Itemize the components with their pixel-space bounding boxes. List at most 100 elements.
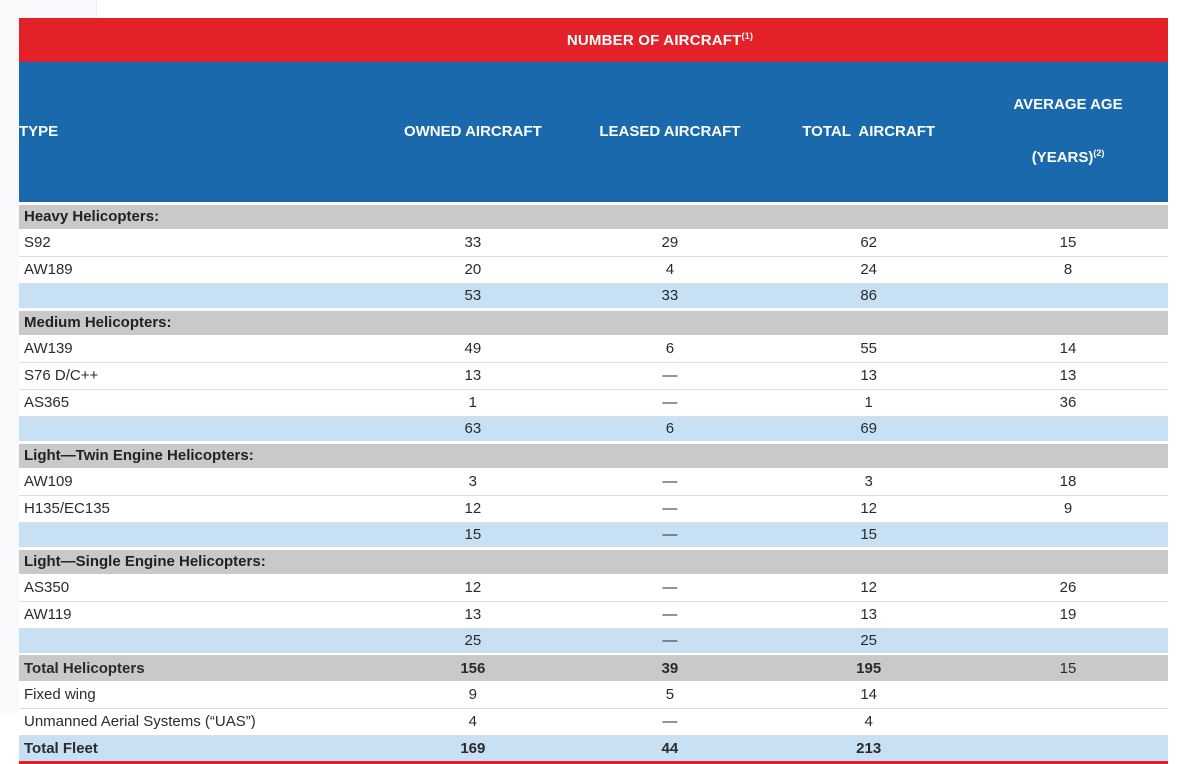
column-header-leased: LEASED AIRCRAFT [570,62,770,203]
column-header-total: TOTAL AIRCRAFT [769,62,969,203]
average-age-cell: 13 [968,362,1168,390]
table-row: Total Fleet 169 44 213 [19,735,1168,764]
owned-aircraft-cell: 4 [375,708,571,736]
leased-aircraft-cell: — [570,362,770,390]
average-age-cell [968,735,1168,764]
owned-aircraft-cell: 9 [375,681,571,709]
average-age-cell: 15 [968,653,1168,681]
average-age-cell: 26 [968,574,1168,602]
table-row: S92 33 29 62 15 [19,229,1168,257]
leased-aircraft-cell: 6 [570,335,770,363]
average-age-cell [968,628,1168,654]
leased-aircraft-cell: — [570,601,770,629]
leased-aircraft-cell: — [570,574,770,602]
average-age-cell [968,681,1168,709]
leased-aircraft-cell: — [570,389,770,417]
leased-aircraft-cell: — [570,628,770,654]
average-age-cell [968,708,1168,736]
table-row: 53 33 86 [19,283,1168,309]
total-aircraft-cell: 15 [769,522,969,548]
leased-aircraft-cell: 4 [570,256,770,284]
average-age-cell: 18 [968,468,1168,496]
owned-aircraft-cell: 12 [375,495,571,523]
owned-aircraft-cell: 13 [375,601,571,629]
total-aircraft-cell: 86 [769,283,969,309]
table-row: 63 6 69 [19,416,1168,442]
total-aircraft-cell: 24 [769,256,969,284]
type-cell: Unmanned Aerial Systems (“UAS”) [19,708,376,736]
owned-aircraft-cell: 1 [375,389,571,417]
type-cell: AW119 [19,601,376,629]
average-age-line1: AVERAGE AGE [1013,96,1123,113]
column-header-type: TYPE [19,62,376,203]
column-header-average-age: AVERAGE AGE (YEARS)(2) [968,62,1168,203]
title-footnote-marker: (1) [741,30,754,41]
leased-aircraft-cell: 29 [570,229,770,257]
table-row: H135/EC135 12—12 9 [19,495,1168,523]
total-aircraft-cell: 213 [769,735,969,764]
aircraft-fleet-table: NUMBER OF AIRCRAFT(1) TYPE OWNED AIRCRAF… [19,18,1168,764]
column-header-owned: OWNED AIRCRAFT [375,62,571,203]
total-aircraft-cell: 3 [769,468,969,496]
total-aircraft-cell: 14 [769,681,969,709]
type-cell [19,628,376,654]
leased-aircraft-cell: 44 [570,735,770,764]
total-aircraft-cell: 69 [769,416,969,442]
leased-aircraft-cell: 6 [570,416,770,442]
table-row: 25—25 [19,628,1168,654]
owned-aircraft-cell: 49 [375,335,571,363]
leased-aircraft-cell: 39 [570,653,770,681]
table-row: AW139 49 6 55 14 [19,335,1168,363]
total-aircraft-cell: 55 [769,335,969,363]
type-cell: H135/EC135 [19,495,376,523]
table-row: AW109 3—3 18 [19,468,1168,496]
table-row: 15—15 [19,522,1168,548]
total-aircraft-cell: 62 [769,229,969,257]
table-row: AS350 12—12 26 [19,574,1168,602]
type-cell: S92 [19,229,376,257]
average-age-cell: 36 [968,389,1168,417]
type-cell: AS350 [19,574,376,602]
owned-aircraft-cell: 15 [375,522,571,548]
average-age-cell: 8 [968,256,1168,284]
owned-aircraft-cell: 156 [375,653,571,681]
total-aircraft-cell: 4 [769,708,969,736]
table-row: S76 D/C++ 13—13 13 [19,362,1168,390]
average-age-cell: 9 [968,495,1168,523]
leased-aircraft-cell: — [570,495,770,523]
section-label: Light—Twin Engine Helicopters: [19,440,1168,468]
type-cell [19,283,376,309]
average-age-cell [968,522,1168,548]
section-label: Heavy Helicopters: [19,201,1168,229]
type-cell [19,522,376,548]
section-header-row: Heavy Helicopters: [19,201,1168,229]
table-row: AW119 13—13 19 [19,601,1168,629]
total-aircraft-cell: 1 [769,389,969,417]
type-cell: Fixed wing [19,681,376,709]
type-cell [19,416,376,442]
total-aircraft-cell: 25 [769,628,969,654]
total-aircraft-cell: 195 [769,653,969,681]
total-aircraft-cell: 13 [769,601,969,629]
leased-aircraft-cell: — [570,522,770,548]
title-row: NUMBER OF AIRCRAFT(1) [19,18,1168,62]
type-cell: AW189 [19,256,376,284]
leased-aircraft-cell: 33 [570,283,770,309]
leased-aircraft-cell: — [570,468,770,496]
section-header-row: Light—Single Engine Helicopters: [19,546,1168,574]
average-age-cell [968,283,1168,309]
table-row: Total Helicopters 156 39 195 15 [19,653,1168,681]
average-age-footnote-marker: (2) [1093,147,1105,158]
table-row: Fixed wing 9 5 14 [19,681,1168,709]
owned-aircraft-cell: 25 [375,628,571,654]
leased-aircraft-cell: — [570,708,770,736]
type-cell: AW139 [19,335,376,363]
total-aircraft-cell: 12 [769,574,969,602]
section-header-row: Medium Helicopters: [19,307,1168,335]
type-cell: Total Helicopters [19,653,376,681]
average-age-line2: (YEARS) [1031,148,1094,166]
table-body: Heavy Helicopters: S92 33 29 62 15 AW189 20 4 24 8… [19,201,1168,764]
type-cell: S76 D/C++ [19,362,376,390]
total-aircraft-cell: 12 [769,495,969,523]
leased-aircraft-cell: 5 [570,681,770,709]
